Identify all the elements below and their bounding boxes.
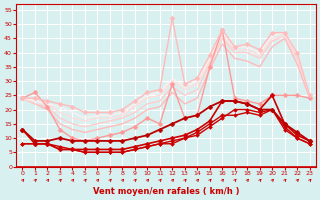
X-axis label: Vent moyen/en rafales ( km/h ): Vent moyen/en rafales ( km/h ) <box>93 187 239 196</box>
